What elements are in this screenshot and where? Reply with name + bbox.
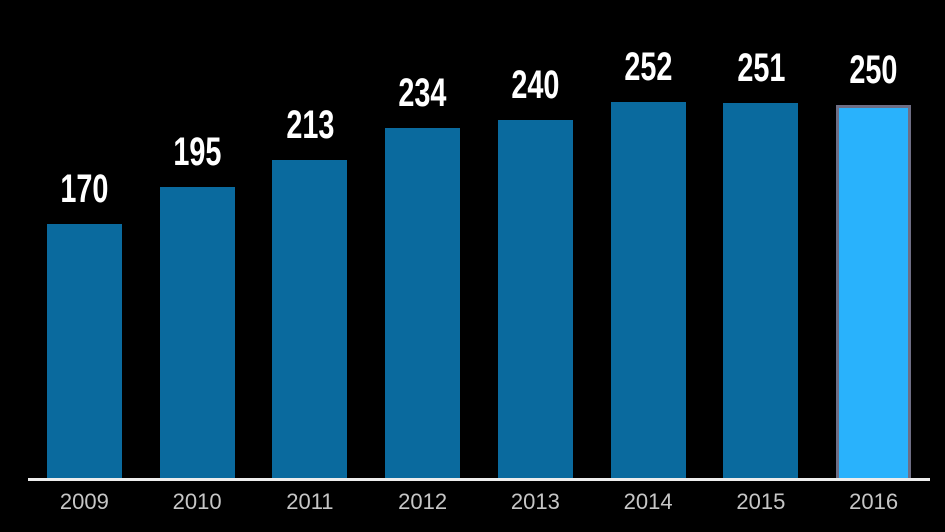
x-tick-label: 2011 [286, 489, 334, 514]
bar-value-label: 170 [60, 167, 109, 212]
bar-value-label: 213 [285, 102, 334, 147]
x-tick-label: 2015 [736, 489, 786, 514]
bar-value-label: 252 [624, 44, 673, 89]
bar-column: 234 [366, 0, 479, 478]
bar-value-label: 240 [511, 62, 560, 107]
bar-column: 195 [141, 0, 254, 478]
x-tick-label: 2013 [510, 489, 560, 514]
bar [610, 101, 686, 478]
bars-container: 170 195 213 234 240 252 251 250 [28, 0, 930, 478]
bar-column: 250 [817, 0, 930, 478]
x-axis: 2009 2010 2011 2012 2013 2014 2015 2016 [28, 489, 930, 515]
bar [272, 159, 348, 478]
bar [836, 104, 912, 478]
bar [723, 103, 799, 478]
bar [159, 186, 235, 478]
bar-column: 170 [28, 0, 141, 478]
bar-value-label: 251 [736, 46, 785, 91]
bar-column: 240 [479, 0, 592, 478]
bar-value-label: 250 [849, 47, 898, 92]
x-tick-label: 2009 [59, 489, 109, 514]
bar-value-label: 234 [398, 71, 447, 116]
bar-column: 213 [254, 0, 367, 478]
bar [46, 224, 122, 478]
x-tick-label: 2012 [398, 489, 448, 514]
bar-value-label: 195 [173, 129, 222, 174]
bar [385, 128, 461, 478]
bar-column: 251 [705, 0, 818, 478]
x-tick-label: 2010 [172, 489, 222, 514]
x-tick-label: 2016 [849, 489, 899, 514]
x-tick-label: 2014 [623, 489, 673, 514]
bar [497, 119, 573, 478]
bar-column: 252 [592, 0, 705, 478]
plot-area: 170 195 213 234 240 252 251 250 [28, 0, 930, 481]
